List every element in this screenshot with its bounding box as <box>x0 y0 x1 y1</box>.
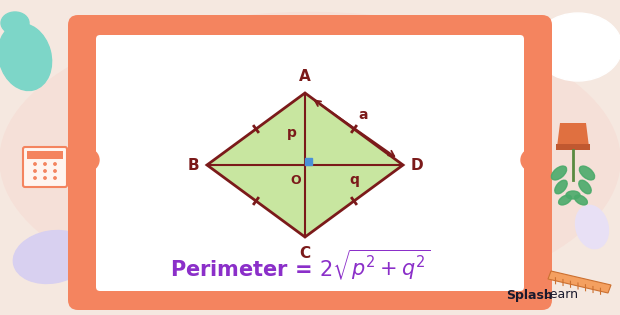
Circle shape <box>54 163 56 165</box>
Text: A: A <box>299 69 311 84</box>
Polygon shape <box>207 93 403 237</box>
Text: Perimeter = $2\sqrt{p^2 + q^2}$: Perimeter = $2\sqrt{p^2 + q^2}$ <box>170 248 430 282</box>
Polygon shape <box>557 123 589 147</box>
FancyBboxPatch shape <box>68 15 552 310</box>
Ellipse shape <box>580 166 595 180</box>
Circle shape <box>44 177 46 179</box>
Ellipse shape <box>0 24 51 90</box>
Circle shape <box>34 177 36 179</box>
Text: q: q <box>349 173 359 187</box>
Text: Splash: Splash <box>506 289 553 301</box>
Polygon shape <box>548 271 611 293</box>
Ellipse shape <box>579 180 591 194</box>
Text: O: O <box>290 174 301 187</box>
Polygon shape <box>556 144 590 150</box>
Circle shape <box>54 177 56 179</box>
Text: p: p <box>287 126 297 140</box>
Ellipse shape <box>284 277 336 309</box>
Ellipse shape <box>551 166 567 180</box>
Circle shape <box>34 163 36 165</box>
Text: Learn: Learn <box>544 289 579 301</box>
Text: C: C <box>299 246 311 261</box>
Ellipse shape <box>566 191 580 199</box>
Text: B: B <box>187 158 199 173</box>
FancyBboxPatch shape <box>96 35 524 291</box>
Ellipse shape <box>575 195 587 205</box>
Ellipse shape <box>1 12 29 34</box>
Text: D: D <box>411 158 423 173</box>
Circle shape <box>34 170 36 172</box>
Circle shape <box>77 149 99 171</box>
Circle shape <box>54 170 56 172</box>
Ellipse shape <box>0 13 620 307</box>
Ellipse shape <box>575 205 608 249</box>
Circle shape <box>44 163 46 165</box>
Circle shape <box>44 170 46 172</box>
Polygon shape <box>305 158 312 165</box>
Ellipse shape <box>13 231 91 284</box>
Ellipse shape <box>559 195 572 205</box>
Ellipse shape <box>555 180 567 194</box>
FancyBboxPatch shape <box>23 147 67 187</box>
Text: a: a <box>359 108 368 123</box>
Polygon shape <box>27 151 63 159</box>
Ellipse shape <box>534 13 620 81</box>
Circle shape <box>521 149 543 171</box>
